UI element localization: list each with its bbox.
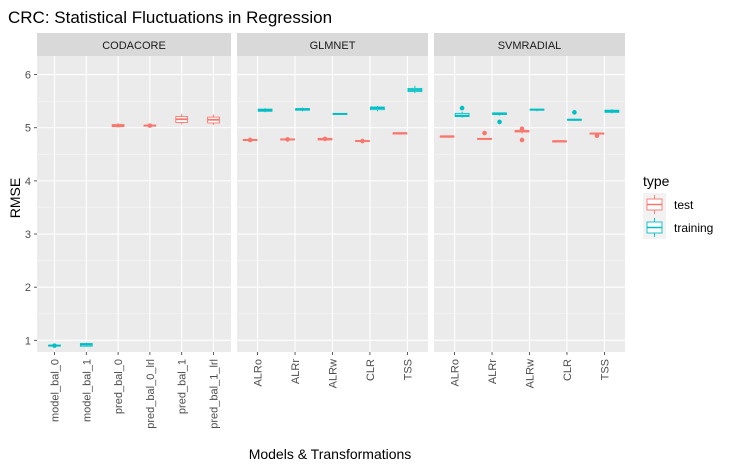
box-test [175, 113, 189, 125]
outlier-point [147, 123, 153, 128]
box-training [48, 343, 61, 348]
facet-panel-svmradial: SVMRADIAL ALRo ALRr ALRw CLR TSS [434, 33, 625, 388]
y-tick-label: 3 [25, 229, 31, 241]
box-test [143, 123, 157, 128]
x-tick-label: pred_bal_0 [113, 359, 125, 414]
chart-title: CRC: Statistical Fluctuations in Regress… [8, 8, 332, 27]
facet-strip [237, 33, 428, 56]
x-tick-label: CLR [365, 359, 377, 381]
facet-panels: CODACORE model_bal_0 model_bal_1 pred_bal_0… [37, 33, 625, 429]
facet-strip-label: GLMNET [310, 40, 356, 52]
legend-label: test [674, 198, 694, 212]
legend: type test training [643, 173, 713, 239]
outlier-point [572, 110, 577, 115]
x-tick-label: ALRr [290, 359, 302, 384]
x-tick-label: TSS [599, 359, 611, 380]
outlier-point [285, 137, 290, 142]
x-tick-label: ALRo [253, 359, 265, 387]
facet-strip [37, 33, 231, 56]
x-tick-label: TSS [402, 359, 414, 380]
box-test [111, 122, 125, 128]
box-training [454, 105, 470, 118]
box-training [79, 342, 93, 347]
y-tick-label: 4 [25, 176, 31, 188]
facet-strip-label: CODACORE [102, 40, 166, 52]
legend-key-test [643, 193, 666, 216]
x-tick-label: pred_bal_0_lrl [145, 359, 157, 429]
outlier-point [360, 138, 365, 144]
outlier-point [519, 137, 525, 143]
box-training [604, 109, 620, 114]
box-training [529, 108, 545, 112]
x-tick-label: pred_bal_1 [177, 359, 189, 414]
y-tick-label: 6 [25, 70, 31, 82]
box-test [392, 132, 408, 135]
y-tick-label: 2 [25, 282, 31, 294]
outlier-point [594, 133, 600, 139]
facet-strip-label: SVMRADIAL [498, 40, 562, 52]
box-test [552, 140, 567, 143]
y-tick-label: 1 [25, 335, 31, 347]
outlier-point [322, 136, 328, 142]
box-test [207, 114, 220, 126]
outlier-point [482, 130, 487, 136]
box-test [242, 137, 258, 143]
box-training [370, 105, 385, 112]
box-test [280, 137, 295, 142]
outlier-point [519, 126, 525, 132]
x-tick-label: model_bal_0 [49, 359, 61, 422]
x-tick-label: model_bal_1 [81, 359, 93, 422]
box-test [514, 126, 530, 143]
outlier-point [52, 343, 57, 348]
box-test [477, 130, 492, 140]
box-test [355, 138, 370, 144]
box-test [589, 132, 605, 139]
x-tick-label: pred_bal_1_lrl [209, 359, 221, 429]
box-test [317, 136, 333, 142]
x-axis-title: Models & Transformations [249, 446, 412, 462]
x-tick-label: CLR [562, 359, 574, 381]
outlier-point [459, 105, 465, 111]
box-training [407, 85, 423, 94]
y-tick-label: 5 [25, 123, 31, 135]
box-training [492, 112, 507, 125]
x-tick-label: ALRw [525, 359, 537, 388]
facet-panel-glmnet: GLMNET ALRo ALRr ALRw CLR TSS [237, 33, 428, 388]
outlier-point [247, 137, 253, 143]
x-tick-label: ALRr [487, 359, 499, 384]
facet-panel-codacore: CODACORE model_bal_0 model_bal_1 pred_bal_0… [37, 33, 231, 429]
y-axis: 1 2 3 4 5 6 [25, 70, 37, 347]
panel-background [37, 56, 231, 352]
facet-strip [434, 33, 625, 56]
x-tick-label: ALRo [450, 359, 462, 387]
legend-key-training [643, 216, 666, 239]
box-training [567, 110, 582, 121]
legend-title: type [643, 173, 670, 189]
box-training [295, 107, 310, 112]
x-tick-label: ALRw [328, 359, 340, 388]
box-test [439, 135, 455, 138]
box-training [257, 108, 273, 113]
legend-label: training [674, 221, 713, 235]
y-axis-title: RMSE [7, 178, 23, 218]
box-training [332, 112, 348, 115]
outlier-point [497, 119, 502, 125]
